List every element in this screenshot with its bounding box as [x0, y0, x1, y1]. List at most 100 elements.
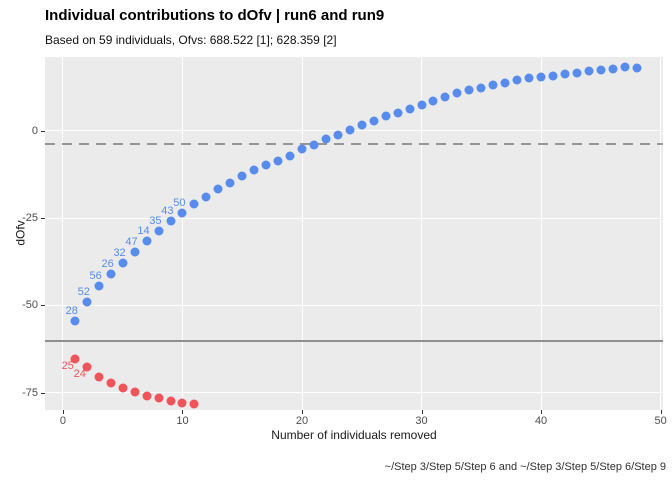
data-point-blue: [452, 88, 462, 98]
data-point-red: [166, 396, 175, 406]
significance-line: [45, 143, 663, 146]
y-tick-label: -50: [22, 299, 38, 312]
point-label-red: 25: [61, 360, 74, 373]
y-gridline: [45, 304, 663, 306]
data-point-blue: [405, 104, 415, 114]
x-gridline: [660, 57, 662, 410]
data-point-blue: [189, 199, 199, 209]
data-point-blue: [381, 111, 391, 121]
data-point-blue: [309, 140, 319, 150]
data-point-red: [130, 387, 140, 397]
x-gridline: [62, 57, 64, 410]
x-tick-label: 30: [415, 415, 428, 427]
x-axis-title: Number of individuals removed: [271, 428, 437, 442]
data-point-red: [154, 393, 164, 403]
total-dofv-line: [45, 339, 663, 342]
point-label-blue: 32: [113, 246, 126, 259]
data-point-red: [118, 383, 128, 393]
data-point-blue: [142, 236, 152, 246]
data-point-blue: [512, 75, 522, 85]
data-point-red: [177, 398, 187, 408]
data-point-blue: [177, 208, 187, 218]
x-tick-label: 50: [654, 415, 667, 427]
data-point-blue: [225, 178, 235, 188]
data-point-blue: [285, 151, 295, 161]
chart-caption: ~/Step 3/Step 5/Step 6 and ~/Step 3/Step…: [384, 461, 666, 473]
data-point-blue: [524, 73, 534, 83]
data-point-blue: [130, 247, 140, 257]
data-point-blue: [357, 120, 367, 130]
data-point-blue: [536, 72, 546, 82]
y-gridline: [45, 392, 663, 394]
data-point-blue: [632, 63, 642, 73]
data-point-blue: [608, 64, 618, 73]
x-tick-mark: [62, 410, 64, 414]
data-point-blue: [500, 78, 510, 88]
data-point-red: [142, 391, 152, 401]
data-point-blue: [166, 216, 175, 226]
y-tick-mark: [41, 218, 45, 220]
data-point-blue: [106, 269, 116, 279]
y-tick-label: -25: [22, 212, 38, 225]
data-point-blue: [560, 69, 570, 79]
y-tick-mark: [41, 130, 45, 132]
data-point-blue: [620, 62, 630, 72]
point-label-blue: 14: [137, 225, 150, 238]
data-point-blue: [249, 165, 259, 175]
x-tick-label: 40: [534, 415, 548, 427]
y-gridline: [45, 217, 663, 219]
x-tick-mark: [302, 410, 303, 414]
x-tick-mark: [660, 410, 662, 414]
data-point-blue: [393, 108, 403, 118]
x-tick-label: 10: [176, 415, 189, 427]
data-point-blue: [572, 68, 582, 78]
data-point-blue: [82, 297, 92, 307]
data-point-blue: [154, 226, 164, 236]
x-gridline: [181, 57, 183, 410]
data-point-blue: [596, 65, 606, 75]
data-point-blue: [369, 116, 379, 126]
data-point-blue: [488, 80, 498, 90]
x-tick-mark: [182, 410, 184, 414]
data-point-blue: [261, 160, 271, 170]
data-point-blue: [273, 156, 283, 166]
plot-panel: [45, 57, 663, 410]
y-tick-mark: [41, 305, 45, 307]
y-tick-label: -75: [22, 386, 38, 399]
x-gridline: [421, 57, 423, 410]
data-point-blue: [584, 66, 594, 76]
chart-subtitle: Based on 59 individuals, Ofvs: 688.522 […: [45, 33, 337, 47]
point-label-blue: 35: [149, 215, 162, 228]
data-point-blue: [321, 134, 331, 144]
x-gridline: [540, 57, 542, 410]
point-label-blue: 56: [89, 270, 102, 283]
data-point-blue: [237, 171, 247, 181]
x-tick-mark: [421, 410, 423, 414]
x-tick-label: 0: [59, 415, 66, 427]
x-gridline: [301, 57, 303, 410]
point-label-blue: 43: [161, 205, 174, 218]
data-point-blue: [428, 96, 438, 106]
data-point-blue: [213, 184, 223, 194]
data-point-red: [70, 354, 80, 364]
data-point-blue: [297, 144, 307, 154]
point-label-blue: 52: [77, 286, 90, 299]
data-point-blue: [70, 316, 80, 326]
x-tick-mark: [541, 410, 543, 414]
data-point-red: [82, 362, 92, 372]
data-point-blue: [118, 258, 128, 268]
data-point-blue: [333, 130, 343, 140]
data-point-blue: [345, 125, 355, 135]
point-label-red: 24: [73, 368, 86, 381]
point-label-blue: 47: [125, 236, 138, 249]
data-point-blue: [476, 83, 486, 93]
data-point-blue: [417, 100, 427, 110]
chart-title: Individual contributions to dOfv | run6 …: [45, 7, 385, 24]
y-tick-mark: [41, 392, 45, 394]
data-point-blue: [440, 92, 450, 102]
x-tick-label: 20: [295, 415, 309, 427]
point-label-blue: 26: [101, 258, 114, 271]
data-point-red: [189, 399, 199, 409]
point-label-blue: 50: [173, 196, 186, 209]
